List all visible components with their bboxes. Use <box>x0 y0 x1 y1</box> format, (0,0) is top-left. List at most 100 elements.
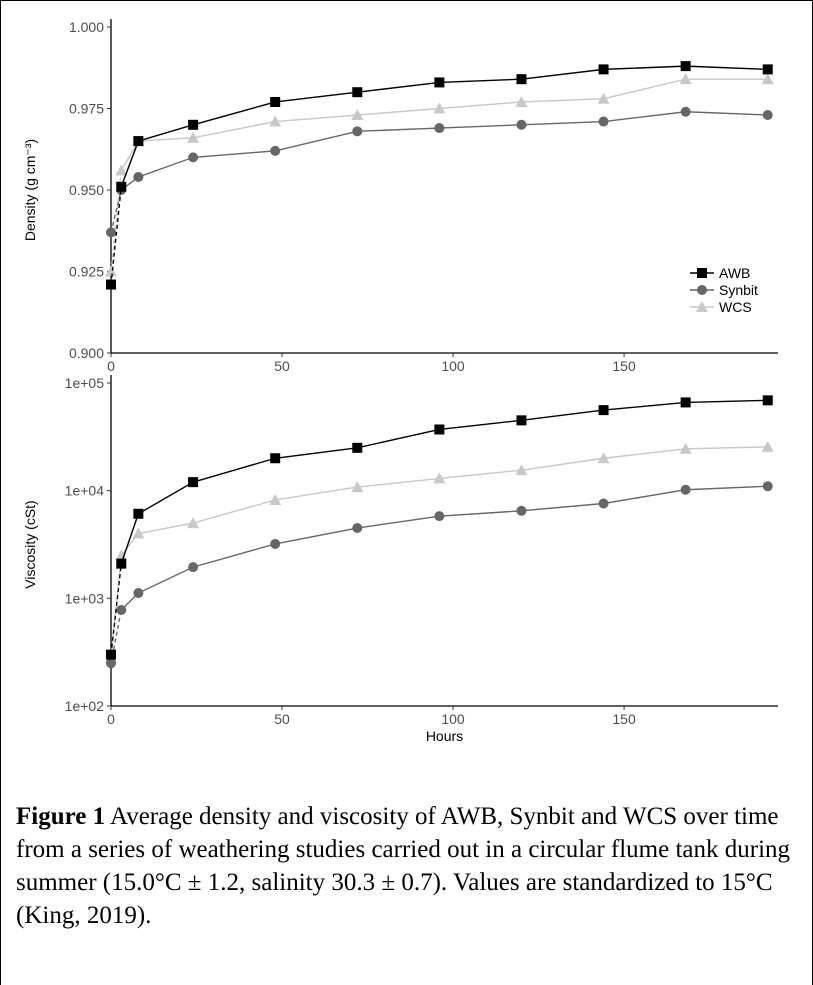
series-wcs-point <box>515 464 528 476</box>
series-awb-point <box>434 77 445 88</box>
series-awb-point <box>133 508 144 519</box>
series-wcs-point <box>761 73 774 85</box>
y-tick-label: 1.000 <box>69 19 104 35</box>
density-chart: 0 50 100 150 0.900 0.925 0.950 0.975 1.000 Densit… <box>22 19 778 374</box>
series-awb-point <box>516 415 527 426</box>
series-wcs-point <box>679 442 692 454</box>
x-tick-label: 0 <box>107 711 115 727</box>
series-synbit-point <box>270 145 281 156</box>
y-tick-label: 1e+04 <box>65 483 105 499</box>
series-wcs-point <box>269 115 282 127</box>
legend-key-synbit <box>697 285 707 295</box>
series-wcs-point <box>433 472 446 484</box>
series-synbit-point <box>352 126 363 137</box>
series-awb-point <box>352 442 363 453</box>
series-wcs-point <box>433 102 446 114</box>
x-tick-label: 100 <box>441 711 465 727</box>
series-wcs-point <box>679 73 692 85</box>
caption-label: Figure 1 <box>16 803 106 830</box>
series-awb-point <box>270 96 281 107</box>
viscosity-chart: 0 50 100 150 1e+02 1e+03 1e+04 1e+05 Viscosity (… <box>22 375 778 744</box>
y-tick-label: 1e+03 <box>65 590 105 606</box>
series-synbit-point <box>133 171 144 182</box>
y-tick-label: 1e+02 <box>65 698 105 714</box>
series-awb-point <box>188 119 199 130</box>
series-synbit-point <box>434 123 445 134</box>
series-wcs-point <box>187 517 200 529</box>
series-wcs-point <box>351 109 364 121</box>
series-synbit-point <box>762 481 773 492</box>
x-axis-title: Hours <box>426 728 463 744</box>
series-synbit-point <box>270 538 281 549</box>
series-awb-point <box>116 181 127 192</box>
series-synbit-line <box>120 111 768 191</box>
series-awb-point <box>762 395 773 406</box>
series-wcs-point <box>597 452 610 464</box>
series-wcs-line <box>120 446 768 556</box>
legend-key-wcs <box>696 301 708 312</box>
series-synbit-point <box>188 152 199 163</box>
y-tick-label: 0.950 <box>69 182 104 198</box>
series-awb-point <box>680 397 691 408</box>
series-synbit-point <box>516 119 527 130</box>
series-wcs-point <box>351 481 364 493</box>
series-wcs-point <box>761 440 774 452</box>
caption-text: Average density and viscosity of AWB, Sy… <box>16 803 791 929</box>
series-synbit-point <box>680 106 691 117</box>
series-awb-point <box>762 64 773 75</box>
y-axis-title: Viscosity (cSt) <box>22 500 38 588</box>
series-awb-point <box>106 649 116 660</box>
series-wcs-point <box>597 92 610 104</box>
series-wcs-line <box>120 78 768 171</box>
series-awb-point <box>188 477 199 488</box>
figure-caption: Figure 1 Average density and viscosity o… <box>16 800 806 932</box>
series-awb-line <box>120 65 768 187</box>
series-wcs-point <box>115 549 128 561</box>
series-awb-point <box>516 74 527 85</box>
series-wcs-point <box>132 527 145 539</box>
series-wcs-point <box>187 131 200 143</box>
legend-label-wcs: WCS <box>719 299 752 315</box>
series-awb-point <box>270 453 281 464</box>
series-wcs-point <box>105 265 117 277</box>
series-awb-initial-line <box>110 186 122 285</box>
series-synbit-point <box>116 604 127 615</box>
series-synbit-point <box>106 658 116 669</box>
series-wcs-point <box>269 493 282 505</box>
y-tick-label: 0.925 <box>69 264 104 280</box>
series-awb-initial-line <box>110 563 122 655</box>
series-awb-point <box>106 279 116 290</box>
series-awb-point <box>352 87 363 98</box>
series-wcs-point <box>115 164 128 176</box>
x-tick-label: 150 <box>612 358 636 374</box>
series-synbit-point <box>598 116 609 127</box>
figure-charts: 0 50 100 150 0.900 0.925 0.950 0.975 1.000 Densit… <box>22 19 778 744</box>
series-synbit-point <box>352 523 363 534</box>
y-tick-label: 0.975 <box>69 101 104 117</box>
series-synbit-point <box>598 498 609 509</box>
series-awb-point <box>680 61 691 72</box>
legend-key-awb <box>697 268 707 278</box>
legend-label-synbit: Synbit <box>719 282 758 298</box>
series-synbit-point <box>680 484 691 495</box>
legend-label-awb: AWB <box>719 265 750 281</box>
series-awb-point <box>598 405 609 416</box>
series-awb-line <box>120 399 768 564</box>
y-tick-label: 0.900 <box>69 345 104 361</box>
series-synbit-point <box>188 562 199 573</box>
series-synbit-line <box>120 485 768 611</box>
series-synbit-point <box>762 110 773 121</box>
y-axis-title: Density (g cm⁻³) <box>22 139 38 241</box>
series-wcs-point <box>515 95 528 107</box>
series-synbit-point <box>516 505 527 516</box>
series-synbit-point <box>434 511 445 522</box>
x-tick-label: 50 <box>274 358 290 374</box>
series-awb-point <box>598 64 609 75</box>
series-synbit-point <box>133 588 144 599</box>
series-awb-point <box>434 424 445 435</box>
x-tick-label: 50 <box>274 711 290 727</box>
series-wcs-initial-line <box>110 555 122 658</box>
x-tick-label: 150 <box>612 711 636 727</box>
series-synbit-point <box>106 227 116 238</box>
x-tick-label: 0 <box>107 358 115 374</box>
